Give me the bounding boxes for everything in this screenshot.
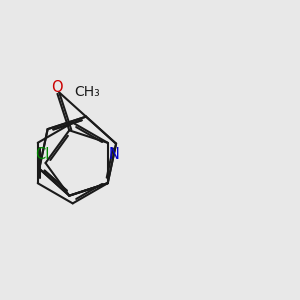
Text: CH₃: CH₃: [74, 85, 100, 99]
Text: O: O: [52, 80, 63, 95]
Text: N: N: [109, 147, 120, 162]
Text: Cl: Cl: [35, 148, 50, 163]
